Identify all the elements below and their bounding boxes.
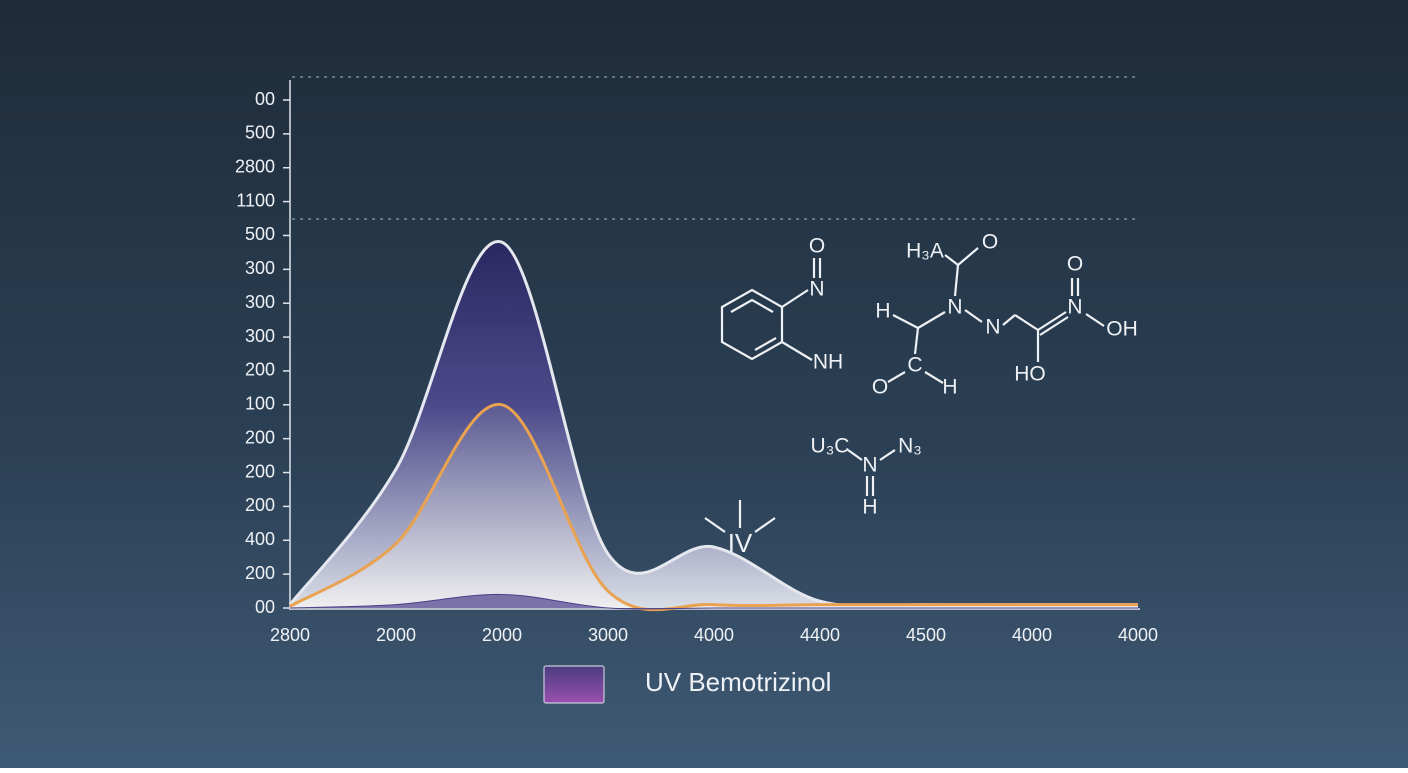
molecule-label: OH bbox=[1106, 318, 1138, 341]
y-tick-label: 200 bbox=[245, 461, 275, 481]
series-area bbox=[290, 594, 1138, 610]
legend-swatch bbox=[543, 665, 605, 704]
plot-area bbox=[288, 240, 1138, 612]
molecule-drawing bbox=[720, 247, 1105, 496]
molecule-label: N bbox=[809, 278, 824, 301]
y-tick-label: 500 bbox=[245, 224, 275, 244]
molecule-label: U₃C bbox=[811, 435, 850, 458]
x-tick-label: 2800 bbox=[270, 625, 310, 645]
y-tick-label: 400 bbox=[245, 529, 275, 549]
y-tick-label: 00 bbox=[255, 597, 275, 617]
y-tick-label: 2800 bbox=[235, 156, 275, 176]
iv-marker bbox=[704, 500, 776, 533]
molecule-label: H₃A bbox=[906, 240, 944, 263]
x-tick-label: 4000 bbox=[1012, 625, 1052, 645]
legend-label: UV Bemotrizinol bbox=[645, 667, 831, 697]
molecule-label: O bbox=[982, 231, 998, 254]
x-tick-label: 4400 bbox=[800, 625, 840, 645]
y-tick-label: 100 bbox=[245, 394, 275, 414]
x-tick-label: 2000 bbox=[482, 625, 522, 645]
x-tick-label: 4000 bbox=[1118, 625, 1158, 645]
x-tick-label: 2000 bbox=[376, 625, 416, 645]
molecule-label: N bbox=[985, 316, 1000, 339]
y-tick-label: 500 bbox=[245, 123, 275, 143]
y-tick-label: 00 bbox=[255, 89, 275, 109]
molecule-label: H bbox=[942, 376, 957, 399]
y-tick-label: 200 bbox=[245, 563, 275, 583]
molecule-label: N bbox=[862, 454, 877, 477]
y-tick-label: 200 bbox=[245, 495, 275, 515]
y-tick-label: 200 bbox=[245, 360, 275, 380]
molecule-label: O bbox=[872, 376, 888, 399]
y-tick-label: 300 bbox=[245, 326, 275, 346]
peak-annotation: IV bbox=[728, 528, 753, 558]
y-tick-label: 300 bbox=[245, 292, 275, 312]
molecule-label: O bbox=[809, 235, 825, 258]
molecule-label: N bbox=[947, 296, 962, 319]
molecule-label: N bbox=[1067, 296, 1082, 319]
molecule-label: H bbox=[862, 496, 877, 519]
y-tick-label: 200 bbox=[245, 427, 275, 447]
y-tick-label: 300 bbox=[245, 258, 275, 278]
x-tick-label: 3000 bbox=[588, 625, 628, 645]
molecule-label: C bbox=[907, 354, 922, 377]
x-tick-label: 4000 bbox=[694, 625, 734, 645]
series-line bbox=[289, 593, 1138, 610]
molecule-label: HO bbox=[1014, 363, 1046, 386]
molecule-label: N₃ bbox=[898, 435, 922, 458]
y-tick-label: 1100 bbox=[236, 190, 275, 210]
molecule-label: NH bbox=[813, 351, 843, 374]
molecule-label: O bbox=[1067, 253, 1083, 276]
series-area bbox=[290, 404, 1138, 610]
molecule-label: H bbox=[875, 300, 890, 323]
x-tick-label: 4500 bbox=[906, 625, 946, 645]
